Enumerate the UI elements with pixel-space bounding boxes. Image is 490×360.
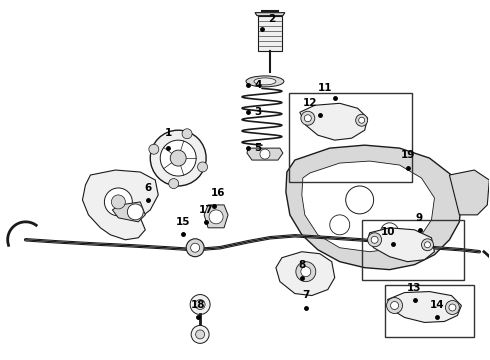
Polygon shape — [82, 170, 158, 240]
Circle shape — [191, 243, 199, 252]
Polygon shape — [300, 103, 368, 140]
Polygon shape — [258, 15, 282, 50]
Circle shape — [150, 130, 206, 186]
Text: 6: 6 — [145, 183, 152, 193]
Text: 4: 4 — [254, 80, 262, 90]
Polygon shape — [276, 252, 335, 296]
Circle shape — [170, 150, 186, 166]
Polygon shape — [286, 145, 462, 270]
Text: 5: 5 — [254, 143, 262, 153]
Polygon shape — [204, 205, 228, 228]
Circle shape — [197, 162, 208, 172]
Ellipse shape — [246, 76, 284, 87]
Circle shape — [195, 300, 205, 310]
Text: 16: 16 — [211, 188, 225, 198]
Text: 2: 2 — [269, 14, 275, 24]
Circle shape — [127, 204, 143, 220]
Text: 19: 19 — [400, 150, 415, 160]
Text: 14: 14 — [430, 300, 445, 310]
Circle shape — [301, 111, 315, 125]
Circle shape — [424, 242, 431, 248]
Circle shape — [182, 129, 192, 139]
Bar — [289, 93, 412, 182]
Polygon shape — [368, 228, 435, 262]
Text: 9: 9 — [416, 213, 423, 223]
Polygon shape — [247, 148, 283, 160]
Circle shape — [190, 294, 210, 315]
Circle shape — [191, 325, 209, 343]
Text: 1: 1 — [165, 128, 172, 138]
Circle shape — [368, 233, 382, 247]
Bar — [362, 220, 465, 280]
Circle shape — [301, 267, 311, 276]
Circle shape — [304, 115, 311, 122]
Polygon shape — [302, 161, 435, 252]
Circle shape — [330, 215, 350, 235]
Circle shape — [296, 262, 316, 282]
Circle shape — [346, 186, 374, 214]
Polygon shape — [388, 292, 462, 323]
Circle shape — [371, 236, 378, 243]
Circle shape — [186, 239, 204, 257]
Text: 8: 8 — [298, 260, 305, 270]
Circle shape — [391, 302, 398, 310]
Circle shape — [449, 304, 456, 311]
Circle shape — [445, 301, 460, 315]
Circle shape — [356, 114, 368, 126]
Text: 10: 10 — [380, 227, 395, 237]
Circle shape — [169, 179, 179, 189]
Circle shape — [359, 117, 365, 123]
Circle shape — [111, 195, 125, 209]
Circle shape — [421, 239, 434, 251]
Circle shape — [196, 330, 205, 339]
Polygon shape — [449, 170, 490, 215]
Circle shape — [209, 210, 223, 224]
Circle shape — [160, 140, 196, 176]
Bar — [385, 285, 474, 337]
Text: 17: 17 — [199, 205, 214, 215]
Text: 18: 18 — [191, 300, 205, 310]
Circle shape — [104, 188, 132, 216]
Circle shape — [260, 149, 270, 159]
Text: 7: 7 — [302, 289, 310, 300]
Text: 15: 15 — [176, 217, 191, 227]
Circle shape — [381, 223, 398, 241]
Circle shape — [387, 298, 403, 314]
Polygon shape — [255, 13, 285, 15]
Text: 3: 3 — [254, 107, 262, 117]
Text: 13: 13 — [407, 283, 422, 293]
Ellipse shape — [254, 78, 276, 85]
Text: 11: 11 — [318, 84, 332, 93]
Polygon shape — [112, 202, 145, 222]
Circle shape — [149, 144, 159, 154]
Text: 12: 12 — [302, 98, 317, 108]
